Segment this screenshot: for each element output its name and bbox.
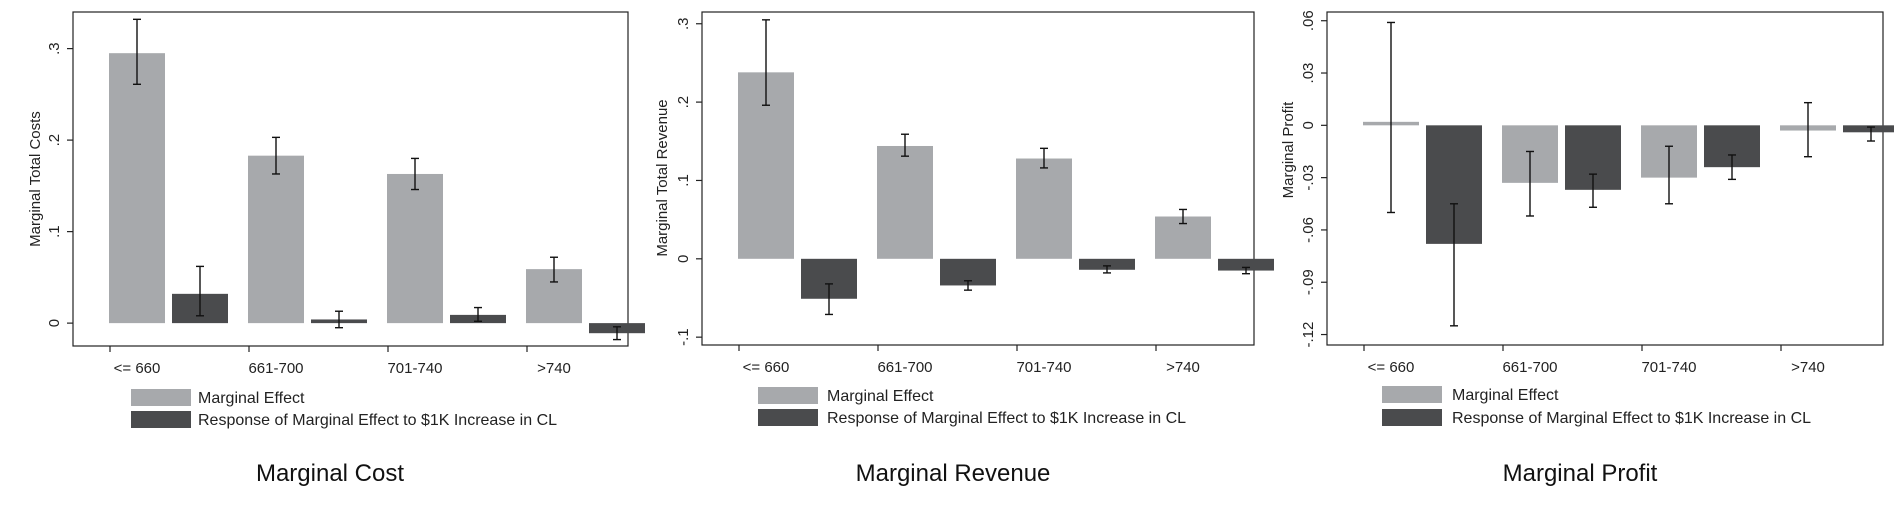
chart-panel-2: -.1 0 .1 .2 .3 Marginal Total Revenue <= 660 66… [654, 11, 1274, 487]
y-tick-label: -.1 [675, 328, 692, 346]
chart-title: Marginal Profit [1503, 460, 1658, 487]
x-tick-label: <= 660 [114, 360, 161, 377]
chart-title: Marginal Revenue [856, 460, 1051, 487]
chart-title: Marginal Cost [256, 460, 404, 487]
x-tick-label: >740 [537, 360, 571, 377]
x-tick-label: 701-740 [387, 360, 442, 377]
bar-marginal-effect-2 [387, 173, 443, 324]
x-tick-label: 661-700 [1502, 359, 1557, 376]
legend-swatch-marginal-effect [131, 389, 191, 406]
bar-marginal-effect-1 [248, 155, 304, 324]
y-tick-label: .3 [46, 42, 63, 55]
plot-area-frame [72, 11, 629, 347]
y-axis-label: Marginal Profit [1280, 101, 1297, 199]
x-tick-label: <= 660 [743, 359, 790, 376]
x-tick-label: 701-740 [1016, 359, 1071, 376]
y-tick-label: -.12 [1300, 322, 1317, 348]
x-tick-label: >740 [1791, 359, 1825, 376]
y-tick-label: .2 [675, 96, 692, 109]
legend-swatch-response [758, 409, 818, 426]
legend-label-response: Response of Marginal Effect to $1K Incre… [1452, 410, 1811, 427]
y-tick-label: 0 [675, 255, 692, 263]
y-tick-label: .2 [46, 134, 63, 147]
bar-response-3 [1843, 125, 1894, 133]
legend-label-marginal-effect: Marginal Effect [198, 390, 305, 407]
y-tick-label: -.03 [1300, 165, 1317, 191]
x-tick-label: 701-740 [1641, 359, 1696, 376]
bar-marginal-effect-1 [877, 145, 933, 259]
legend-swatch-marginal-effect [758, 387, 818, 404]
x-tick-label: <= 660 [1368, 359, 1415, 376]
x-tick-label: 661-700 [877, 359, 932, 376]
x-tick-label: >740 [1166, 359, 1200, 376]
bar-marginal-effect-2 [1016, 158, 1072, 259]
y-tick-label: -.06 [1300, 217, 1317, 243]
y-tick-label: 0 [46, 319, 63, 327]
y-tick-label: .3 [675, 17, 692, 30]
chart-panel-1: 0 .1 .2 .3 Marginal Total Costs <= 660 661-700… [27, 11, 645, 487]
y-tick-label: 0 [1300, 121, 1317, 129]
legend-label-marginal-effect: Marginal Effect [827, 388, 934, 405]
bar-marginal-effect-0 [109, 53, 165, 324]
y-tick-label: -.09 [1300, 269, 1317, 295]
plot-area-frame [701, 11, 1255, 346]
legend-label-marginal-effect: Marginal Effect [1452, 387, 1559, 404]
legend-swatch-marginal-effect [1382, 386, 1442, 403]
y-tick-label: .1 [46, 225, 63, 238]
legend-swatch-response [131, 411, 191, 428]
y-tick-label: .1 [675, 174, 692, 187]
y-tick-label: .06 [1300, 10, 1317, 31]
bar-response-3 [1218, 258, 1274, 271]
legend-swatch-response [1382, 409, 1442, 426]
legend-label-response: Response of Marginal Effect to $1K Incre… [827, 410, 1186, 427]
y-axis-label: Marginal Total Costs [27, 111, 44, 247]
x-tick-label: 661-700 [248, 360, 303, 377]
chart-panel-3: -.12 -.09 -.06 -.03 0 .03 .06 Marginal Profit <=… [1280, 10, 1894, 487]
y-tick-label: .03 [1300, 63, 1317, 84]
plot-area-frame [1326, 11, 1884, 346]
legend-label-response: Response of Marginal Effect to $1K Incre… [198, 412, 557, 429]
bar-response-2 [1079, 258, 1135, 270]
y-axis-label: Marginal Total Revenue [654, 99, 671, 256]
